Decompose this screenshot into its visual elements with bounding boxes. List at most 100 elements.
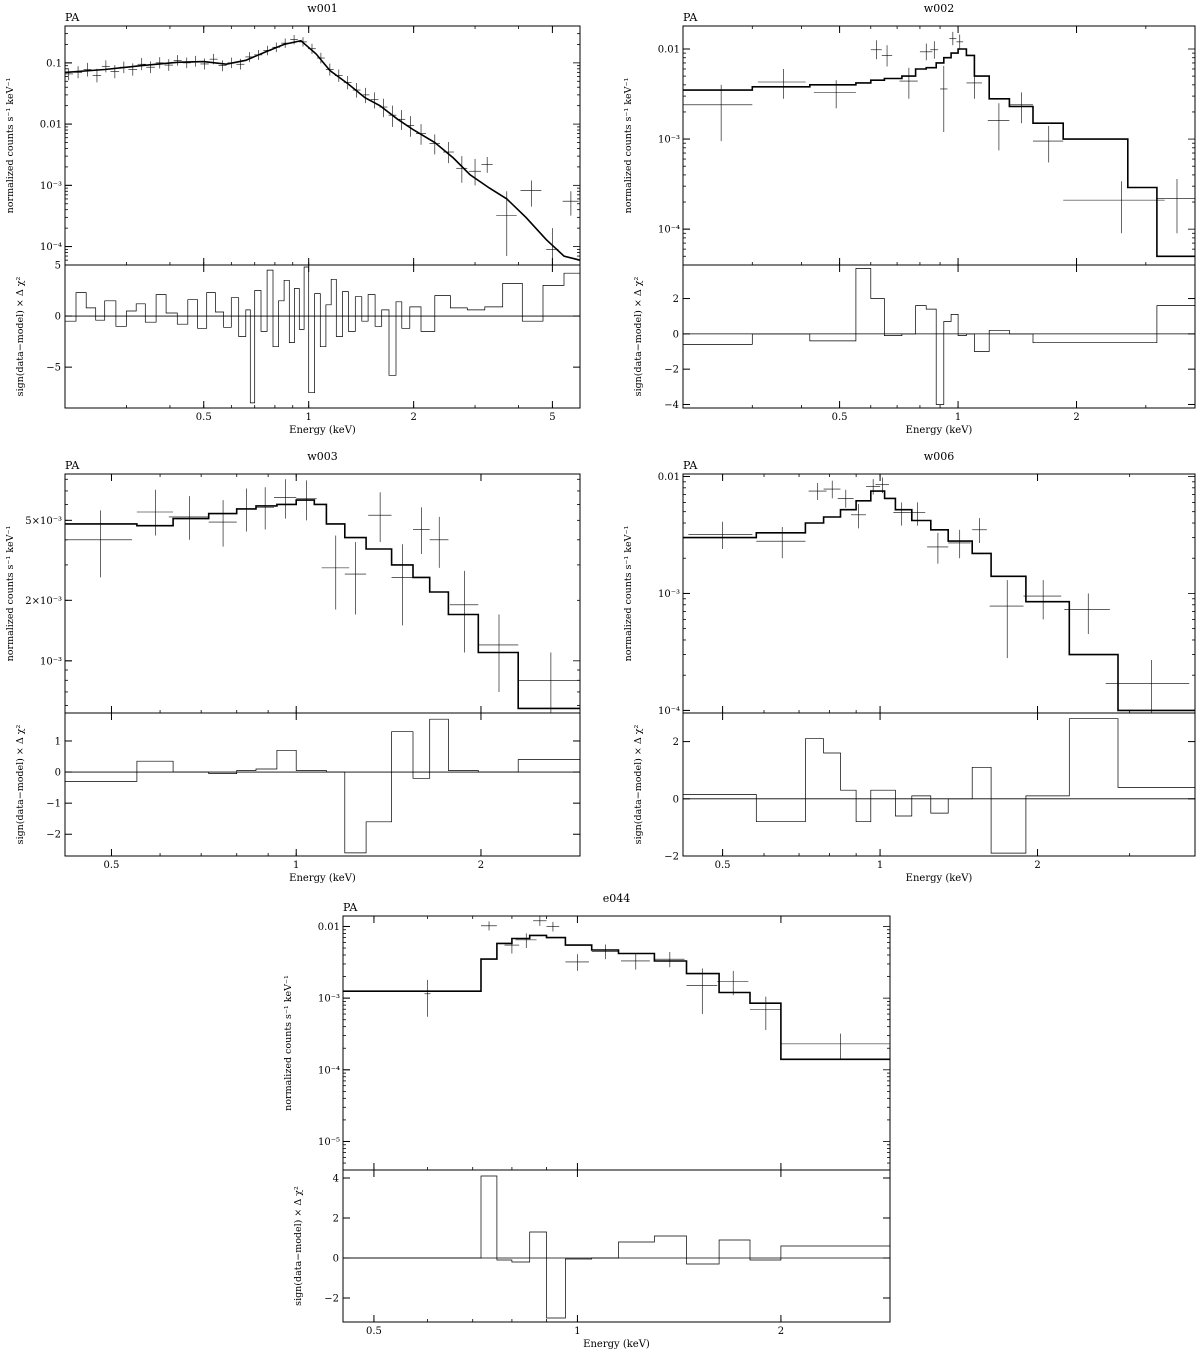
data-point — [756, 526, 806, 559]
data-point — [987, 103, 1010, 151]
x-tick-label: 2 — [778, 1326, 784, 1337]
y-axis-label-bottom: sign(data−model) × Δ χ² — [15, 277, 26, 397]
y-tick-label: −2 — [46, 830, 61, 841]
data-point — [164, 59, 173, 71]
data-point — [136, 489, 174, 536]
data-point — [468, 158, 481, 186]
y-tick-label: −4 — [664, 400, 679, 411]
data-point — [1156, 179, 1195, 234]
data-point — [1064, 593, 1110, 634]
y-tick-label: 10⁻³ — [658, 589, 680, 600]
x-tick-label: 5 — [549, 412, 555, 423]
y-tick-label: 0 — [673, 794, 679, 805]
data-point — [881, 45, 893, 67]
data-point — [546, 228, 559, 265]
bottom-frame — [682, 264, 1196, 409]
corner-label: PA — [683, 459, 698, 472]
data-point — [73, 66, 83, 79]
panel-title: w003 — [307, 450, 337, 463]
panel-title: e044 — [603, 892, 631, 905]
data-point — [620, 953, 650, 970]
data-point — [168, 496, 209, 540]
y-tick-label: 2 — [673, 737, 679, 748]
data-point — [370, 92, 379, 109]
data-point — [688, 521, 753, 549]
y-tick-label: 10⁻³ — [40, 656, 62, 667]
corner-label: PA — [683, 11, 698, 24]
data-point — [1023, 580, 1062, 620]
model-curve — [683, 48, 1195, 258]
y-tick-label: 0.1 — [46, 58, 62, 69]
data-point — [316, 52, 325, 64]
data-point — [866, 479, 881, 495]
model-curve — [683, 490, 1195, 712]
top-frame — [64, 473, 581, 714]
data-point — [379, 98, 388, 118]
x-tick-label: 1 — [877, 860, 883, 871]
data-point — [481, 157, 493, 173]
y-tick-label: 10⁻³ — [658, 135, 680, 146]
y-tick-label: 10⁻³ — [40, 181, 62, 192]
data-point — [173, 55, 182, 66]
data-point — [256, 487, 274, 530]
data-point — [686, 968, 718, 1015]
y-axis-label-bottom: sign(data−model) × Δ χ² — [15, 725, 26, 845]
data-point — [1063, 181, 1165, 234]
data-point — [940, 65, 948, 132]
data-point — [851, 504, 867, 529]
x-axis-label: Energy (keV) — [583, 1339, 650, 1350]
y-axis-label-top: normalized counts s⁻¹ keV⁻¹ — [283, 975, 294, 1111]
data-point — [344, 542, 367, 615]
x-axis-label: Energy (keV) — [906, 425, 973, 436]
data-point — [654, 952, 685, 968]
x-tick-label: 1 — [574, 1326, 580, 1337]
data-point — [808, 482, 827, 500]
data-point — [200, 58, 209, 70]
y-tick-label: 10⁻⁵ — [318, 1137, 340, 1148]
data-point — [429, 134, 440, 155]
y-axis-label-top: normalized counts s⁻¹ keV⁻¹ — [5, 78, 16, 214]
data-point — [591, 944, 619, 960]
y-tick-label: 2 — [333, 1214, 339, 1225]
data-point — [413, 507, 430, 554]
data-point — [101, 60, 110, 73]
data-point — [65, 510, 132, 578]
data-point — [263, 45, 272, 56]
y-tick-label: −5 — [46, 363, 61, 374]
x-tick-label: 1 — [306, 412, 312, 423]
y-tick-label: −2 — [324, 1294, 339, 1305]
data-point — [504, 938, 520, 954]
data-point — [875, 477, 889, 494]
data-point — [927, 532, 949, 564]
data-point — [893, 502, 910, 526]
data-point — [823, 480, 841, 499]
data-point — [227, 57, 236, 69]
data-point — [65, 68, 74, 81]
data-point — [290, 35, 298, 45]
data-point — [245, 52, 254, 63]
data-point — [388, 105, 397, 127]
y-tick-label: −2 — [664, 852, 679, 863]
data-point — [449, 570, 479, 653]
data-point — [272, 42, 281, 53]
data-point — [429, 516, 449, 568]
residual-histogram — [343, 1175, 891, 1319]
x-tick-label: 0.5 — [196, 412, 212, 423]
y-tick-label: 10⁻⁴ — [658, 706, 680, 717]
data-point — [1032, 125, 1064, 163]
y-tick-label: 0 — [55, 312, 61, 323]
x-axis-label: Energy (keV) — [289, 425, 356, 436]
data-point — [325, 63, 334, 76]
data-point — [443, 142, 454, 164]
data-point — [919, 43, 933, 61]
data-point — [948, 529, 971, 559]
data-point — [424, 979, 431, 1017]
data-point — [870, 40, 882, 60]
data-point — [281, 38, 289, 48]
data-point — [110, 65, 120, 79]
data-point — [520, 180, 542, 207]
data-point — [119, 61, 128, 74]
y-tick-label: 0.01 — [318, 922, 340, 933]
model-curve — [343, 934, 890, 1061]
